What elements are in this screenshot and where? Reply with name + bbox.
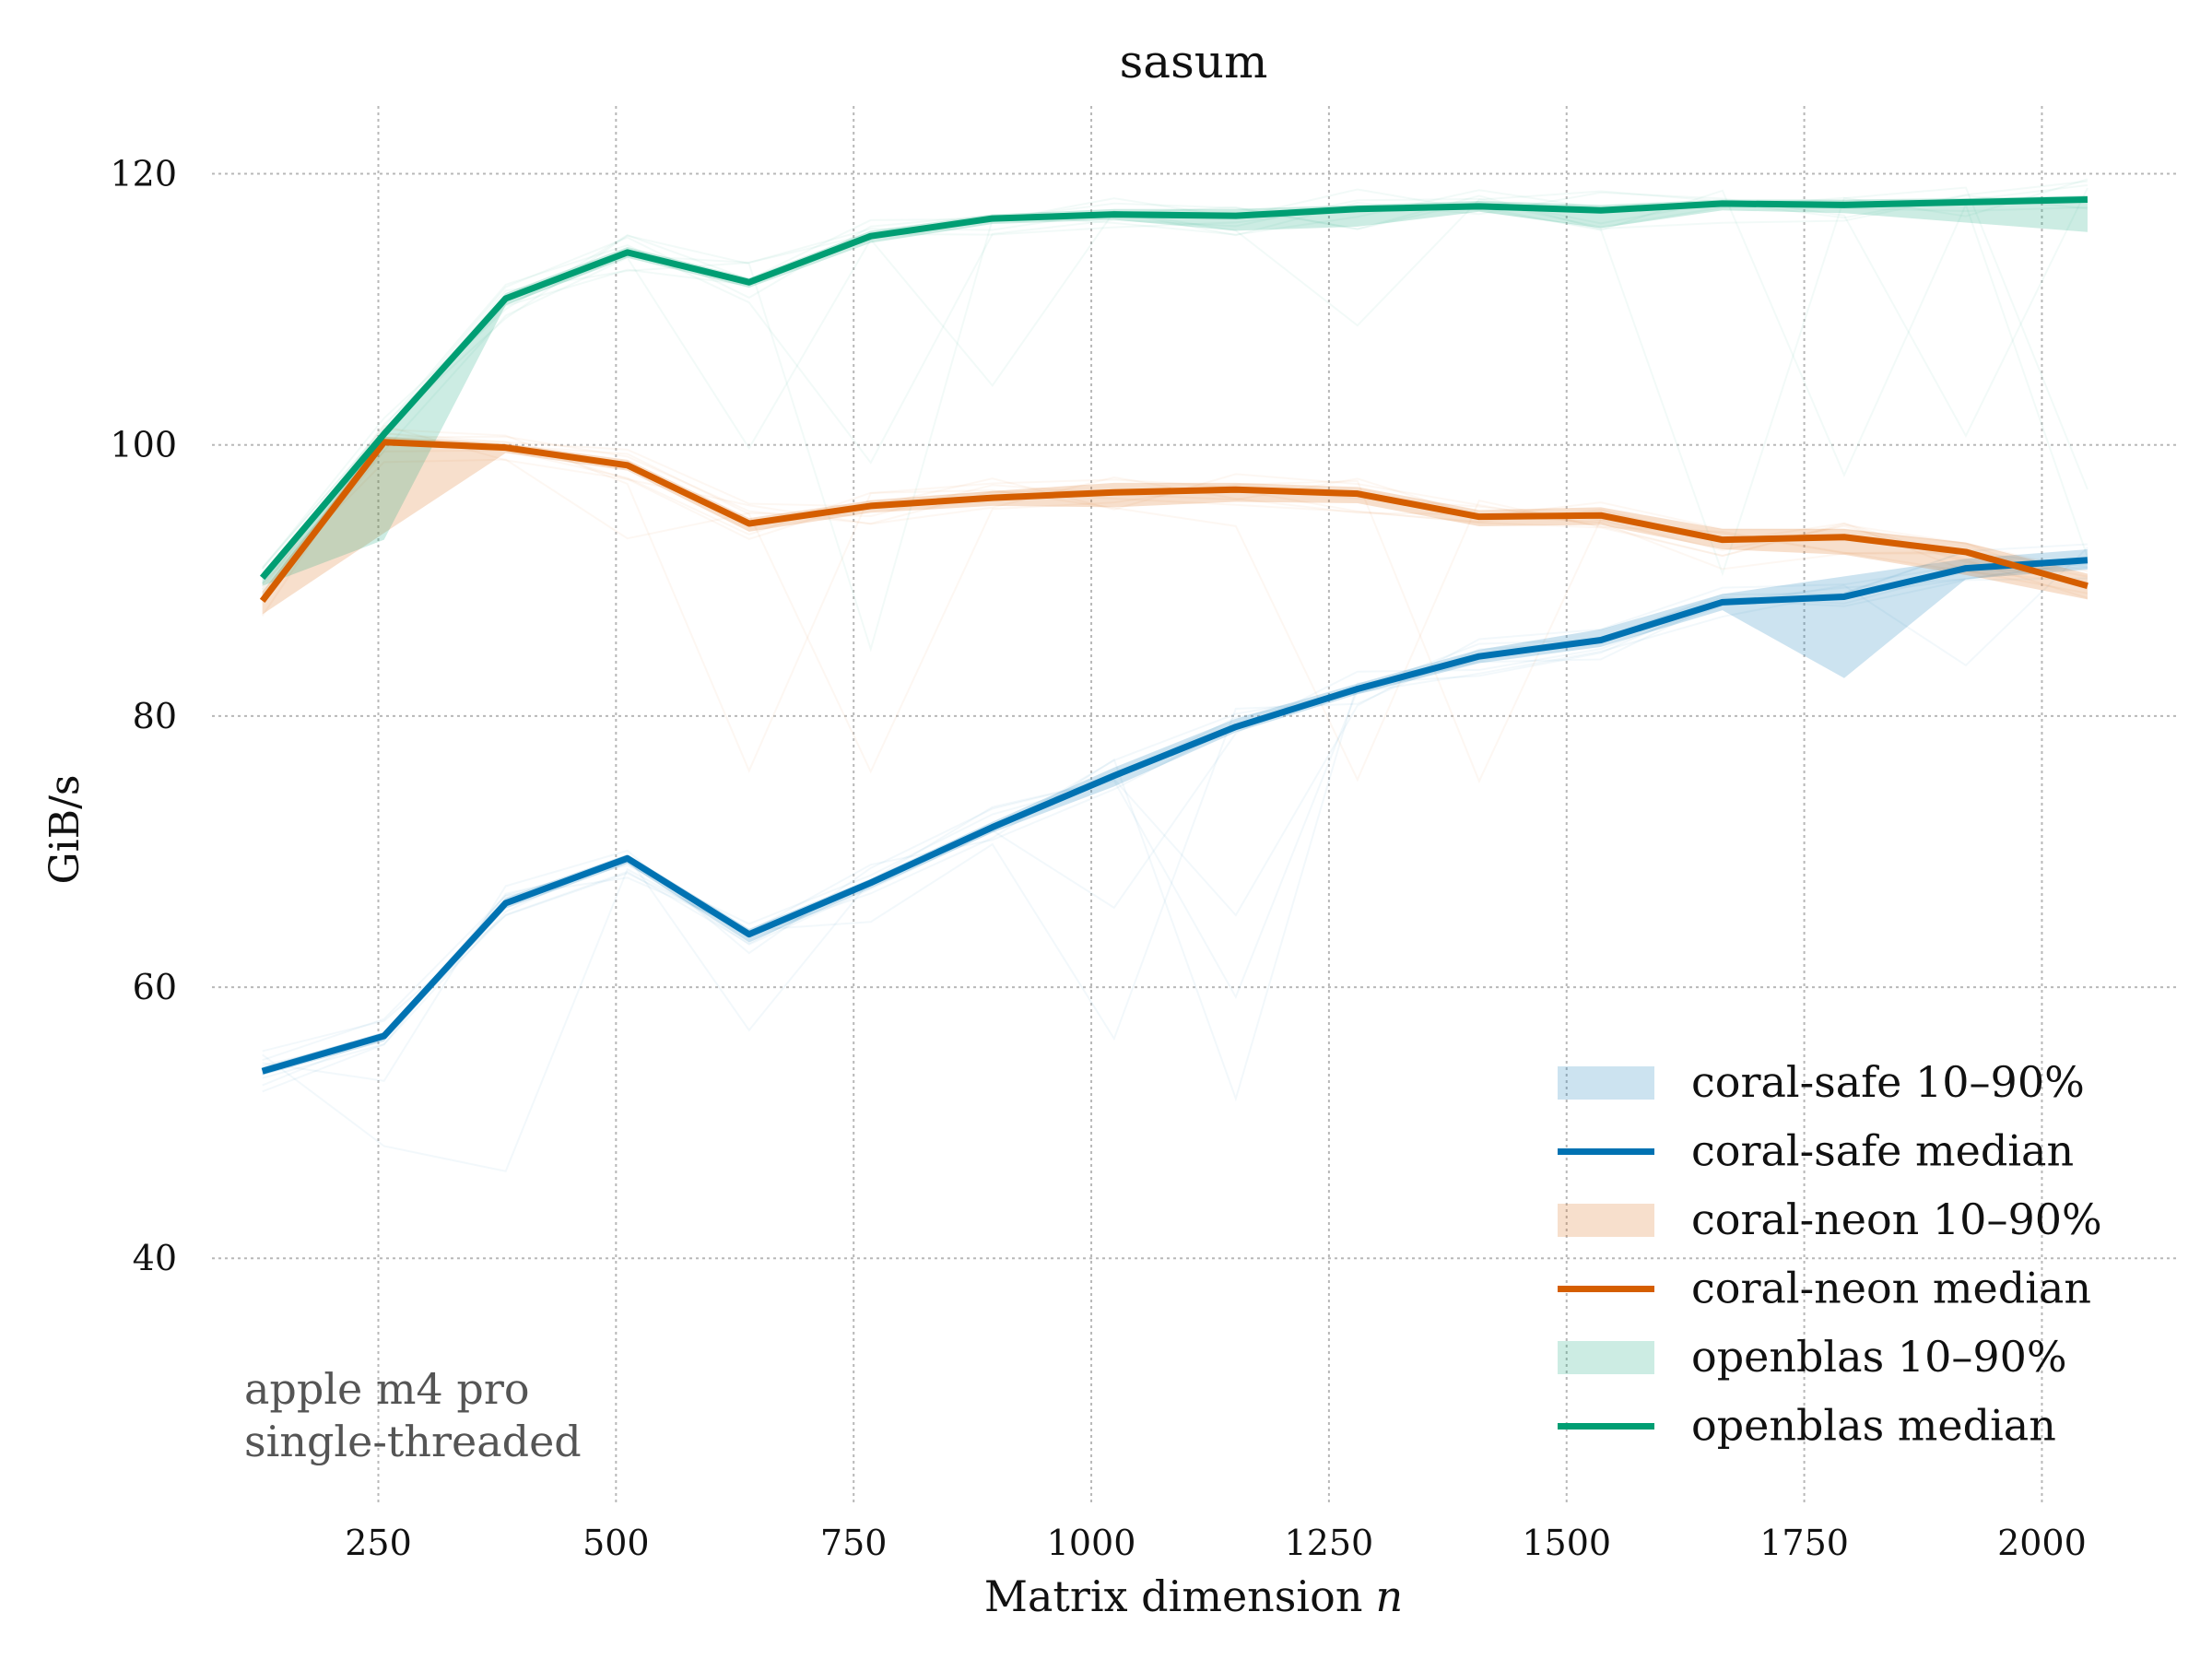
x-axis-label-variable: n bbox=[1375, 1571, 1403, 1621]
percentile-bands bbox=[262, 195, 2088, 1076]
y-tick-label: 120 bbox=[110, 154, 177, 194]
x-tick-label: 1750 bbox=[1759, 1523, 1849, 1563]
coral-safe-median-line bbox=[261, 557, 2088, 1075]
y-axis-label: GiB/s bbox=[41, 775, 88, 885]
legend-label-median: coral-safe median bbox=[1691, 1126, 2074, 1176]
x-tick-label: 1500 bbox=[1522, 1523, 1611, 1563]
run-trace bbox=[261, 435, 2088, 594]
y-axis-ticks: 40 60 80 100 120 bbox=[110, 154, 177, 1279]
legend-swatch-band bbox=[1558, 1341, 1654, 1374]
run-trace bbox=[261, 186, 2088, 584]
x-tick-label: 1000 bbox=[1047, 1523, 1136, 1563]
run-trace bbox=[261, 189, 2088, 570]
legend-label-median: coral-neon median bbox=[1691, 1264, 2091, 1313]
grid bbox=[212, 106, 2180, 1502]
legend-swatch-band bbox=[1558, 1066, 1654, 1100]
y-tick-label: 100 bbox=[110, 425, 177, 465]
run-trace bbox=[261, 180, 2088, 591]
run-trace bbox=[261, 188, 2088, 595]
run-trace bbox=[262, 577, 2088, 1172]
run-trace bbox=[261, 458, 2088, 585]
x-tick-label: 2000 bbox=[1997, 1523, 2087, 1563]
y-tick-label: 60 bbox=[133, 967, 177, 1007]
x-tick-label: 750 bbox=[820, 1523, 888, 1563]
legend-label-band: openblas 10–90% bbox=[1691, 1332, 2067, 1382]
y-tick-label: 40 bbox=[133, 1238, 177, 1278]
annotation-line-1: apple m4 pro bbox=[244, 1364, 530, 1414]
run-trace bbox=[261, 178, 2088, 653]
openblas-median-line bbox=[259, 195, 2088, 581]
run-trace bbox=[261, 437, 2088, 599]
x-axis-label: Matrix dimension n bbox=[984, 1571, 1403, 1621]
legend-label-band: coral-neon 10–90% bbox=[1691, 1194, 2102, 1244]
coral-neon-band bbox=[262, 436, 2088, 615]
annotation-line-2: single-threaded bbox=[244, 1417, 582, 1466]
legend: coral-safe 10–90% coral-safe median coral-… bbox=[1558, 1057, 2102, 1451]
run-trace bbox=[261, 190, 2088, 584]
legend-label-band: coral-safe 10–90% bbox=[1691, 1057, 2085, 1107]
individual-run-traces bbox=[261, 178, 2088, 1172]
run-trace bbox=[262, 561, 2088, 1053]
median-lines bbox=[259, 195, 2088, 1075]
legend-swatch-band bbox=[1558, 1204, 1654, 1237]
run-trace bbox=[261, 183, 2088, 570]
x-axis-ticks: 250 500 750 1000 1250 1500 1750 2000 bbox=[345, 1523, 2087, 1563]
run-trace bbox=[262, 547, 2088, 1062]
legend-label-median: openblas median bbox=[1691, 1401, 2056, 1451]
x-axis-label-text: Matrix dimension bbox=[984, 1571, 1363, 1621]
run-trace bbox=[261, 449, 2088, 782]
x-tick-label: 1250 bbox=[1285, 1523, 1374, 1563]
x-tick-label: 500 bbox=[582, 1523, 650, 1563]
chart-title: sasum bbox=[1120, 35, 1268, 88]
y-tick-label: 80 bbox=[133, 696, 177, 736]
coral-neon-median-line bbox=[259, 439, 2088, 603]
x-tick-label: 250 bbox=[345, 1523, 412, 1563]
coral-safe-band bbox=[262, 548, 2088, 1076]
run-trace bbox=[262, 562, 2088, 1087]
